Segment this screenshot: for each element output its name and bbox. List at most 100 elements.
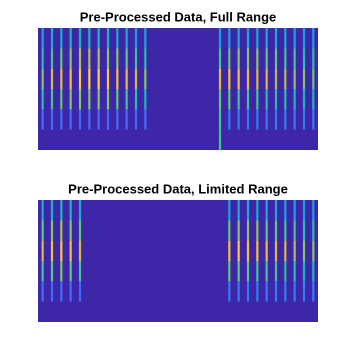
- cell: [312, 261, 315, 282]
- cell: [190, 48, 194, 69]
- cell: [284, 301, 287, 322]
- cell: [125, 89, 128, 110]
- cell: [50, 28, 54, 49]
- cell: [265, 301, 268, 322]
- cell: [265, 240, 268, 261]
- cell: [69, 68, 72, 89]
- cell: [265, 281, 268, 302]
- cell: [218, 89, 222, 110]
- cell: [265, 28, 268, 49]
- cell: [209, 48, 212, 69]
- cell: [106, 89, 110, 110]
- cell: [265, 109, 268, 130]
- cell: [78, 129, 82, 150]
- cell: [106, 281, 110, 302]
- cell: [218, 261, 222, 282]
- cell: [153, 200, 156, 221]
- cell: [190, 301, 194, 322]
- cell: [246, 48, 250, 69]
- cell: [69, 28, 72, 49]
- cell: [228, 28, 231, 49]
- cell: [293, 220, 296, 241]
- cell: [153, 68, 156, 89]
- cell: [116, 109, 119, 130]
- cell: [78, 240, 82, 261]
- cell: [78, 68, 82, 89]
- cell: [284, 68, 287, 89]
- cell: [106, 261, 110, 282]
- chart-title: Pre-Processed Data, Limited Range: [68, 181, 288, 196]
- cell: [78, 48, 82, 69]
- cell: [50, 220, 54, 241]
- cell: [190, 240, 194, 261]
- cell: [78, 200, 82, 221]
- cell: [134, 68, 138, 89]
- cell: [144, 48, 147, 69]
- cell: [218, 301, 222, 322]
- cell: [237, 281, 240, 302]
- cell: [302, 301, 306, 322]
- cell: [60, 109, 63, 130]
- cell: [50, 89, 54, 110]
- cell: [218, 48, 222, 69]
- cell: [190, 89, 194, 110]
- cell: [153, 220, 156, 241]
- cell: [88, 28, 91, 49]
- cell: [97, 281, 100, 302]
- cell: [293, 301, 296, 322]
- cell: [162, 28, 166, 49]
- cell: [153, 240, 156, 261]
- cell: [274, 281, 278, 302]
- cell: [312, 129, 315, 150]
- cell: [209, 129, 212, 150]
- cell: [218, 220, 222, 241]
- cell: [162, 129, 166, 150]
- cell: [237, 200, 240, 221]
- cell: [125, 200, 128, 221]
- cell: [284, 240, 287, 261]
- cell: [293, 261, 296, 282]
- cell: [41, 28, 44, 49]
- cell: [274, 48, 278, 69]
- cell: [144, 220, 147, 241]
- cell: [209, 89, 212, 110]
- cell: [97, 240, 100, 261]
- cell: [172, 89, 175, 110]
- cell: [69, 240, 72, 261]
- cell: [172, 109, 175, 130]
- cell: [50, 68, 54, 89]
- cell: [116, 89, 119, 110]
- cell: [116, 68, 119, 89]
- cell: [153, 28, 156, 49]
- cell: [246, 89, 250, 110]
- cell: [228, 261, 231, 282]
- cell: [116, 48, 119, 69]
- cell: [228, 89, 231, 110]
- cell: [134, 129, 138, 150]
- cell: [69, 109, 72, 130]
- cell: [125, 109, 128, 130]
- cell: [265, 220, 268, 241]
- cell: [144, 129, 147, 150]
- cell: [41, 68, 44, 89]
- cell: [106, 129, 110, 150]
- cell: [88, 129, 91, 150]
- cell: [134, 89, 138, 110]
- cell: [256, 89, 259, 110]
- cell: [153, 89, 156, 110]
- cell: [88, 301, 91, 322]
- cell: [172, 261, 175, 282]
- cell: [209, 109, 212, 130]
- cell: [190, 129, 194, 150]
- cell: [209, 68, 212, 89]
- cell: [228, 68, 231, 89]
- cell: [237, 129, 240, 150]
- cell: [302, 281, 306, 302]
- cell: [200, 220, 203, 241]
- cell: [312, 220, 315, 241]
- cell: [97, 109, 100, 130]
- cell: [209, 28, 212, 49]
- cell: [256, 109, 259, 130]
- cell: [50, 109, 54, 130]
